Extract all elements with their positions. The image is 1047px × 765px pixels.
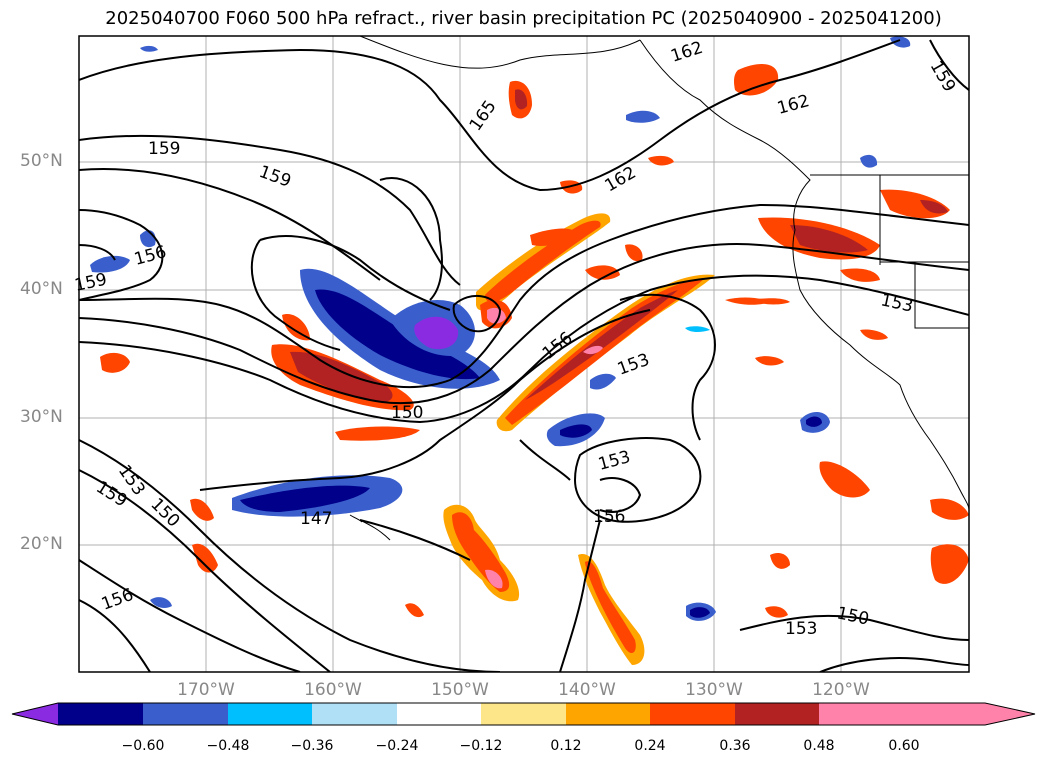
lon-label: 140°W bbox=[558, 680, 616, 700]
colorbar-swatch bbox=[481, 703, 566, 725]
lat-label: 50°N bbox=[20, 151, 63, 171]
lon-label: 150°W bbox=[431, 680, 489, 700]
map-background bbox=[79, 36, 969, 672]
colorbar-outline bbox=[11, 702, 1036, 726]
colorbar-tick-label: −0.60 bbox=[121, 738, 165, 754]
colorbar-tick-label: −0.36 bbox=[290, 738, 334, 754]
colorbar bbox=[11, 702, 1036, 726]
colorbar-swatch bbox=[58, 703, 143, 725]
colorbar-tick-label: 0.60 bbox=[888, 738, 920, 754]
map-title: 2025040700 F060 500 hPa refract., river … bbox=[105, 8, 942, 29]
contour-label: 156 bbox=[593, 507, 625, 527]
colorbar-swatch bbox=[566, 703, 650, 725]
lat-label: 20°N bbox=[20, 534, 63, 554]
positive-anomaly-areas bbox=[100, 64, 969, 665]
colorbar-swatch bbox=[819, 703, 904, 725]
colorbar-swatch bbox=[12, 703, 58, 725]
contour-label: 150 bbox=[391, 403, 423, 423]
lon-label: 170°W bbox=[177, 680, 235, 700]
colorbar-swatch bbox=[397, 703, 481, 725]
colorbar-swatch bbox=[312, 703, 397, 725]
lon-label: 160°W bbox=[304, 680, 362, 700]
colorbar-swatch bbox=[904, 703, 1035, 725]
lon-label: 130°W bbox=[685, 680, 743, 700]
colorbar-swatch bbox=[228, 703, 312, 725]
map-frame bbox=[78, 35, 970, 673]
negative-anomaly-areas bbox=[90, 36, 911, 621]
colorbar-tick-label: 0.36 bbox=[719, 738, 751, 754]
height-contours bbox=[79, 39, 969, 672]
lat-label: 30°N bbox=[20, 407, 63, 427]
contour-label: 159 bbox=[148, 139, 180, 159]
contour-label: 153 bbox=[785, 619, 817, 639]
colorbar-tick-label: 0.24 bbox=[634, 738, 666, 754]
colorbar-tick-label: −0.24 bbox=[375, 738, 419, 754]
colorbar-swatch bbox=[650, 703, 735, 725]
contour-label: 147 bbox=[300, 509, 332, 529]
colorbar-tick-label: −0.12 bbox=[459, 738, 503, 754]
colorbar-swatch bbox=[143, 703, 228, 725]
coastlines bbox=[349, 36, 969, 541]
lat-label: 40°N bbox=[20, 279, 63, 299]
colorbar-tick-label: 0.48 bbox=[803, 738, 835, 754]
colorbar-swatch bbox=[735, 703, 819, 725]
lon-label: 120°W bbox=[812, 680, 870, 700]
colorbar-tick-label: −0.48 bbox=[206, 738, 250, 754]
colorbar-tick-label: 0.12 bbox=[550, 738, 582, 754]
